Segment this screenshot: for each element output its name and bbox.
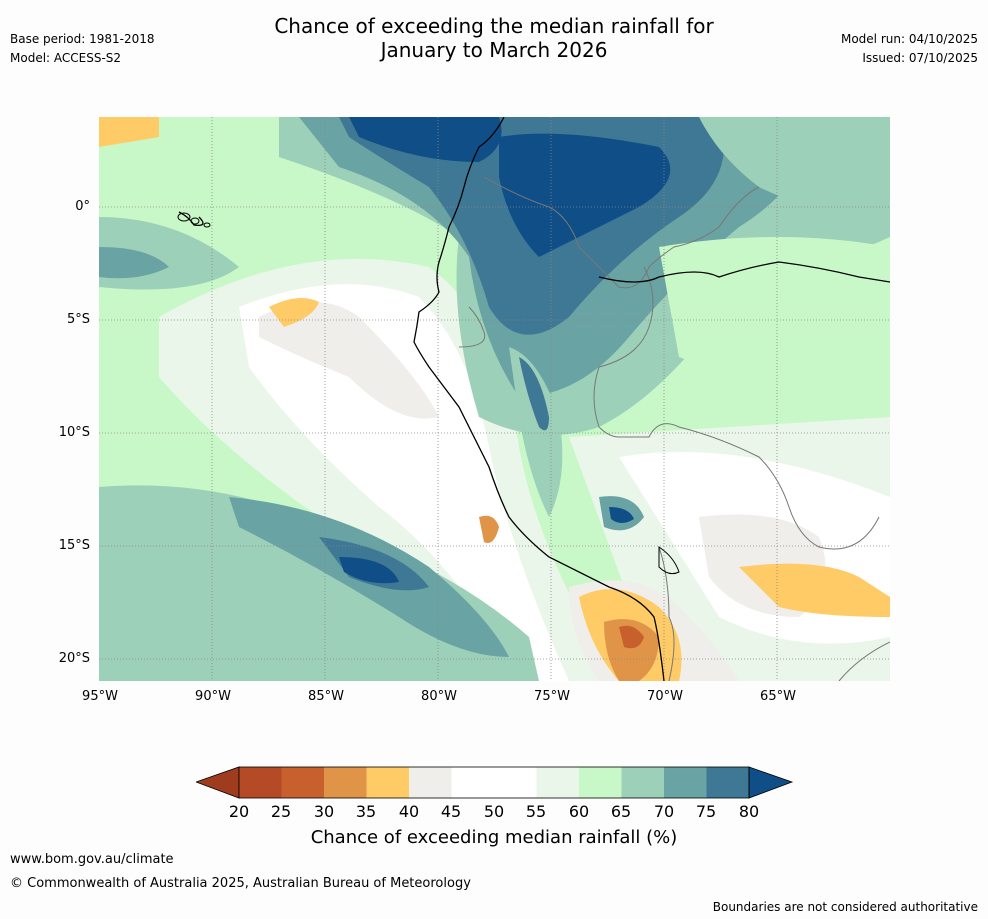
field-40-a [269, 298, 319, 327]
colorbar-tick-25: 25 [270, 802, 292, 821]
colorbar-tick-75: 75 [695, 802, 717, 821]
lon-label-80w: 80°W [421, 689, 457, 704]
colorbar-tick-20: 20 [228, 802, 250, 821]
colorbar-bin-60-65 [579, 767, 622, 798]
lon-label-65w: 65°W [760, 689, 796, 704]
colorbar-tick-30: 30 [313, 802, 335, 821]
lat-label-0: 0° [75, 199, 90, 214]
colorbar-outline [238, 766, 750, 799]
field-85-ne-a [349, 117, 502, 162]
colorbar-bin-40-45 [409, 767, 452, 798]
colorbar-tick-45: 45 [440, 802, 462, 821]
colorbar-bin-65-70 [621, 767, 664, 798]
colorbar-extend-low [196, 766, 240, 799]
lat-label-5s: 5°S [66, 312, 90, 327]
page-title: Chance of exceeding the median rainfall … [0, 14, 988, 62]
field-85-ne-b [499, 133, 671, 257]
field-50-west [239, 284, 569, 681]
galapagos-islands [177, 212, 211, 228]
field-45-a [259, 302, 439, 419]
colorbar-label: Chance of exceeding median rainfall (%) [310, 827, 678, 848]
colorbar-tick-40: 40 [398, 802, 420, 821]
lon-label-90w: 90°W [195, 689, 231, 704]
colorbar-bin-55-60 [536, 767, 579, 798]
colorbar-bin-25-30 [281, 767, 324, 798]
colorbar-bin-75-80 [706, 767, 749, 798]
lon-label-70w: 70°W [647, 689, 683, 704]
lat-label-20s: 20°S [58, 651, 90, 666]
lat-label-15s: 15°S [58, 538, 90, 553]
field-30-a [619, 625, 644, 649]
field-65-e [659, 237, 890, 384]
lon-label-85w: 85°W [308, 689, 344, 704]
title-line-1: Chance of exceeding the median rainfall … [274, 14, 714, 38]
website-link[interactable]: www.bom.gov.au/climate [10, 852, 174, 867]
field-35-a [604, 619, 659, 681]
colorbar-tick-50: 50 [483, 802, 505, 821]
colorbar-tick-80: 80 [738, 802, 760, 821]
country-boundaries [458, 176, 890, 681]
colorbar-extend-high [748, 766, 794, 799]
colorbar-tick-35: 35 [355, 802, 377, 821]
field-85-c [609, 507, 634, 523]
rainfall-map [99, 117, 890, 681]
colorbar-tick-70: 70 [653, 802, 675, 821]
model-name: Model: ACCESS-S2 [10, 51, 122, 65]
graticule [99, 117, 890, 681]
issued-date: Issued: 07/10/2025 [862, 51, 978, 65]
colorbar-tick-65: 65 [610, 802, 632, 821]
field-70-e [699, 117, 890, 210]
model-run: Model run: 04/10/2025 [840, 32, 978, 46]
lake-titicaca [658, 546, 680, 575]
field-40-d [99, 117, 159, 147]
boundary-disclaimer: Boundaries are not considered authoritat… [712, 900, 978, 914]
title-line-2: January to March 2026 [380, 38, 608, 62]
lon-label-75w: 75°W [534, 689, 570, 704]
lon-label-95w: 95°W [82, 689, 118, 704]
field-75-w [99, 247, 169, 279]
colorbar [196, 766, 794, 799]
colorbar-bin-70-75 [664, 767, 707, 798]
coastline [178, 117, 890, 681]
colorbar-bin-20-25 [239, 767, 282, 798]
field-70-andes [509, 347, 563, 517]
colorbar-bin-30-35 [324, 767, 367, 798]
field-35-b [479, 515, 499, 543]
base-period: Base period: 1981-2018 [10, 32, 155, 46]
colorbar-tick-55: 55 [525, 802, 547, 821]
colorbar-bin-35-40 [366, 767, 409, 798]
colorbar-bin-50-55 [494, 767, 537, 798]
colorbar-tick-60: 60 [568, 802, 590, 821]
field-85-sw [339, 557, 399, 584]
lat-label-10s: 10°S [58, 425, 90, 440]
colorbar-bin-45-50 [451, 767, 494, 798]
copyright: © Commonwealth of Australia 2025, Austra… [10, 876, 471, 891]
field-80-andes [519, 357, 549, 431]
